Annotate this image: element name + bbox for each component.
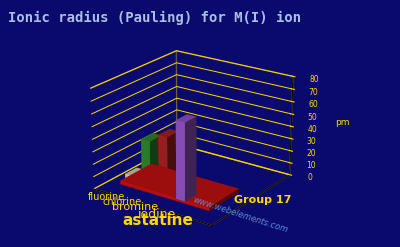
Text: Ionic radius (Pauling) for M(I) ion: Ionic radius (Pauling) for M(I) ion: [8, 11, 301, 25]
Text: www.webelements.com: www.webelements.com: [191, 195, 289, 234]
